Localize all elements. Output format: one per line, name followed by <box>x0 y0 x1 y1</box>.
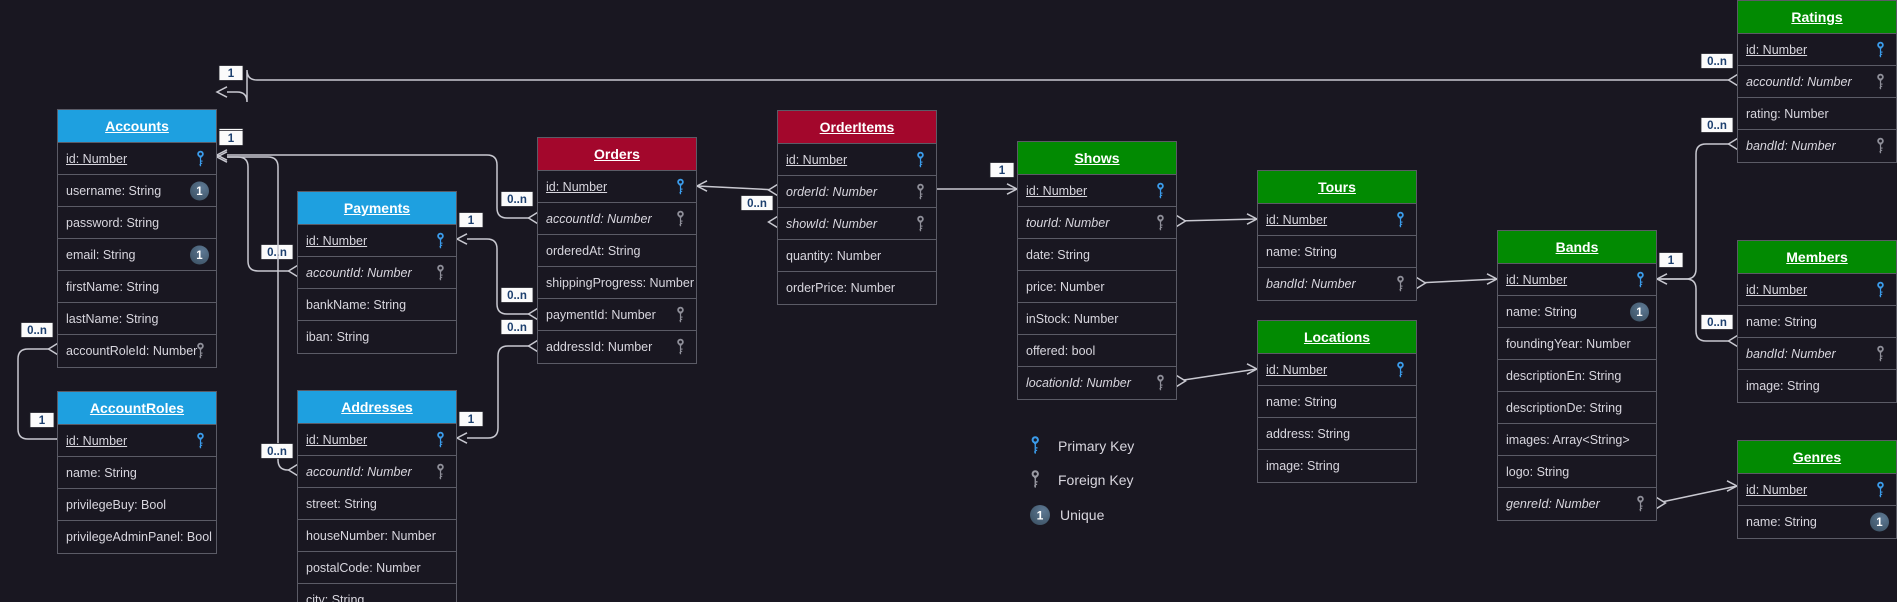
svg-text:0..n: 0..n <box>267 247 287 259</box>
svg-text:1: 1 <box>468 414 475 426</box>
svg-text:1: 1 <box>228 68 235 80</box>
svg-text:1: 1 <box>1636 307 1643 319</box>
svg-text:0..n: 0..n <box>1707 120 1727 132</box>
svg-text:0..n: 0..n <box>507 194 527 206</box>
svg-text:1: 1 <box>228 133 235 145</box>
svg-text:0..n: 0..n <box>27 325 47 337</box>
svg-text:0..n: 0..n <box>507 322 527 334</box>
svg-text:1: 1 <box>39 415 46 427</box>
svg-text:1: 1 <box>1668 255 1675 267</box>
svg-text:0..n: 0..n <box>1707 317 1727 329</box>
svg-text:0..n: 0..n <box>1707 56 1727 68</box>
svg-text:1: 1 <box>196 250 203 262</box>
svg-text:1: 1 <box>999 165 1006 177</box>
svg-text:0..n: 0..n <box>507 290 527 302</box>
svg-text:1: 1 <box>1876 517 1883 529</box>
svg-text:0..n: 0..n <box>747 198 767 210</box>
svg-text:0..n: 0..n <box>267 446 287 458</box>
svg-text:1: 1 <box>1037 508 1044 522</box>
svg-text:1: 1 <box>468 215 475 227</box>
svg-text:1: 1 <box>196 186 203 198</box>
